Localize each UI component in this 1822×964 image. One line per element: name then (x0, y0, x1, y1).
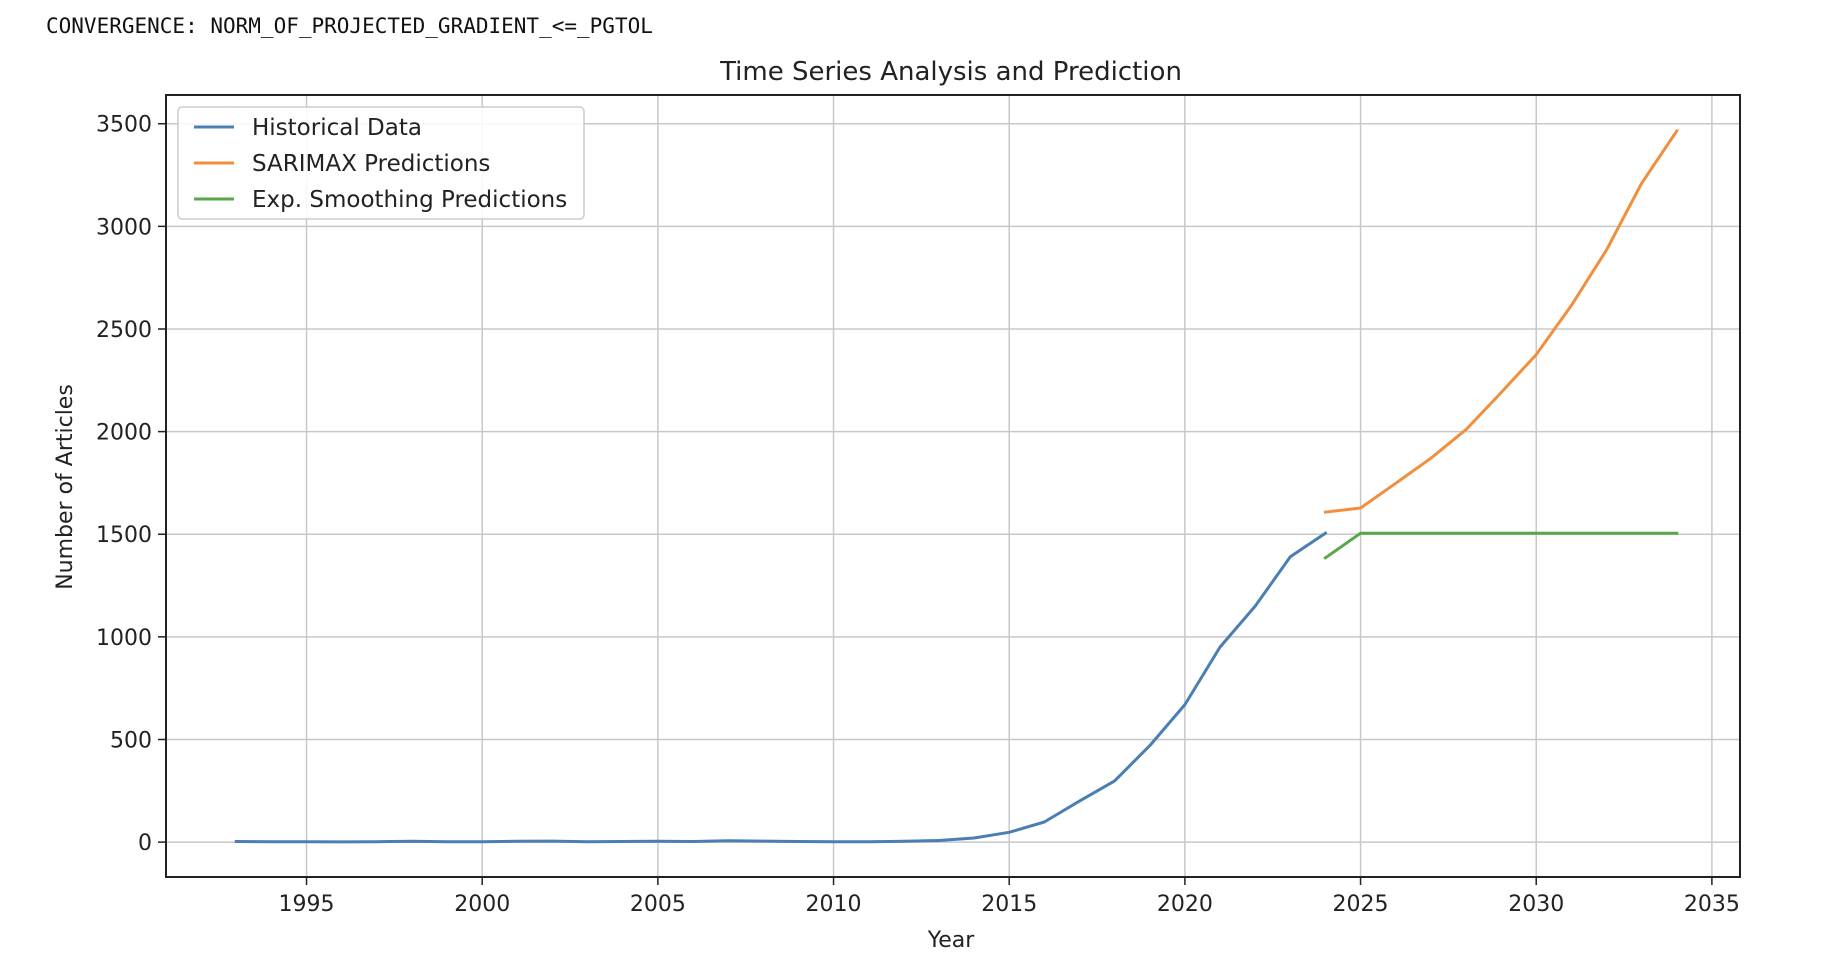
x-tick-label: 2000 (454, 892, 510, 917)
y-axis-label: Number of Articles (53, 384, 78, 590)
y-tick-label: 0 (138, 831, 152, 856)
chart-title: Time Series Analysis and Prediction (719, 57, 1182, 87)
legend-entry: Historical Data (252, 115, 422, 141)
y-tick-label: 2500 (96, 318, 152, 343)
y-tick-label: 3000 (96, 215, 152, 240)
y-tick-label: 1000 (96, 626, 152, 651)
x-tick-label: 2020 (1157, 892, 1213, 917)
legend: Historical Data SARIMAX Predictions Exp. S… (177, 106, 585, 220)
x-tick-label: 1995 (279, 892, 335, 917)
x-tick-label: 2015 (981, 892, 1037, 917)
axis-ticks: 1995 2000 2005 2010 2015 2020 2025 2030 2035 0 500… (96, 113, 1740, 917)
x-tick-label: 2010 (806, 892, 862, 917)
x-tick-label: 2005 (630, 892, 686, 917)
x-tick-label: 2025 (1333, 892, 1389, 917)
legend-entry: Exp. Smoothing Predictions (252, 187, 567, 213)
grid-lines (166, 95, 1740, 877)
console-output: CONVERGENCE: NORM_OF_PROJECTED_GRADIENT_… (46, 14, 653, 38)
series-line-1 (1323, 128, 1679, 514)
plot-frame (165, 94, 1741, 878)
x-tick-label: 2035 (1684, 892, 1740, 917)
x-axis-label: Year (927, 928, 976, 953)
y-tick-label: 2000 (96, 421, 152, 446)
series-lines (234, 128, 1679, 844)
legend-box (177, 106, 585, 220)
x-tick-label: 2030 (1508, 892, 1564, 917)
y-tick-label: 500 (110, 728, 152, 753)
y-tick-label: 3500 (96, 113, 152, 138)
y-tick-label: 1500 (96, 523, 152, 548)
legend-entry: SARIMAX Predictions (252, 151, 490, 177)
series-line-0 (234, 531, 1328, 844)
series-line-2 (1323, 531, 1679, 560)
